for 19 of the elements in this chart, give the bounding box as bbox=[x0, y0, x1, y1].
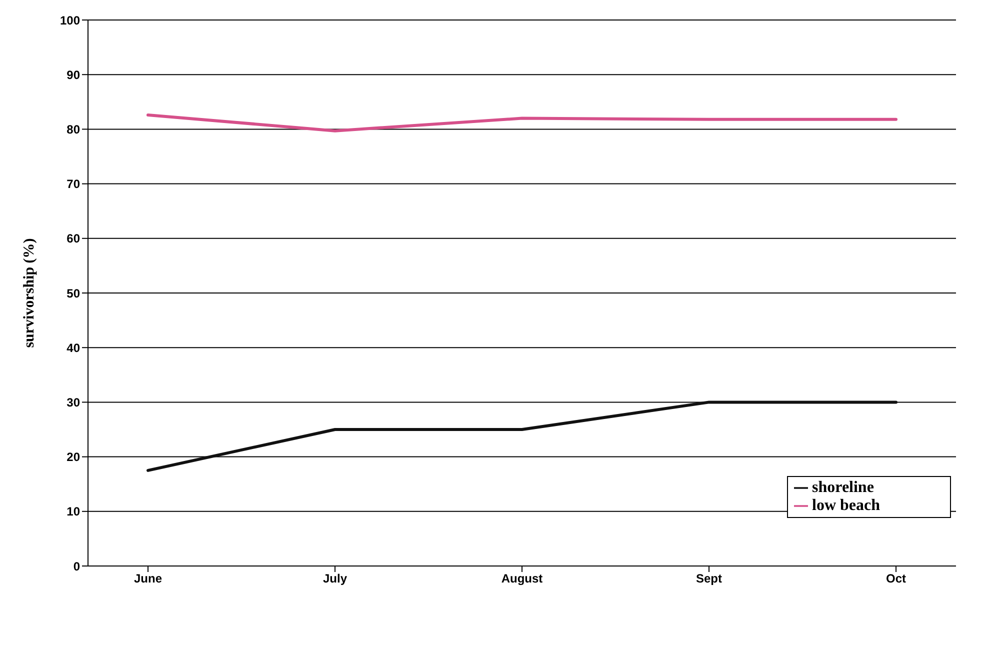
x-tick-label: Sept bbox=[696, 572, 722, 586]
y-tick-label: 0 bbox=[73, 559, 80, 574]
y-tick-label: 80 bbox=[66, 122, 80, 136]
y-tick-label: 40 bbox=[66, 340, 80, 355]
legend-label: shoreline bbox=[812, 479, 874, 496]
y-tick-label: 20 bbox=[66, 450, 80, 464]
x-tick-label: Oct bbox=[886, 572, 906, 586]
x-tick-label: June bbox=[134, 572, 162, 586]
y-tick-label: 10 bbox=[66, 504, 80, 519]
y-axis-title: survivorship (%) bbox=[21, 238, 38, 348]
y-tick-label: 100 bbox=[60, 13, 80, 28]
y-tick-label: 30 bbox=[66, 395, 80, 410]
y-tick-label: 90 bbox=[66, 68, 80, 82]
legend-label: low beach bbox=[812, 497, 880, 514]
y-tick-label: 50 bbox=[66, 286, 80, 300]
x-tick-label: July bbox=[322, 572, 348, 586]
x-tick-label: August bbox=[501, 572, 543, 586]
y-tick-label: 60 bbox=[66, 232, 80, 246]
y-tick-label: 70 bbox=[66, 177, 80, 192]
